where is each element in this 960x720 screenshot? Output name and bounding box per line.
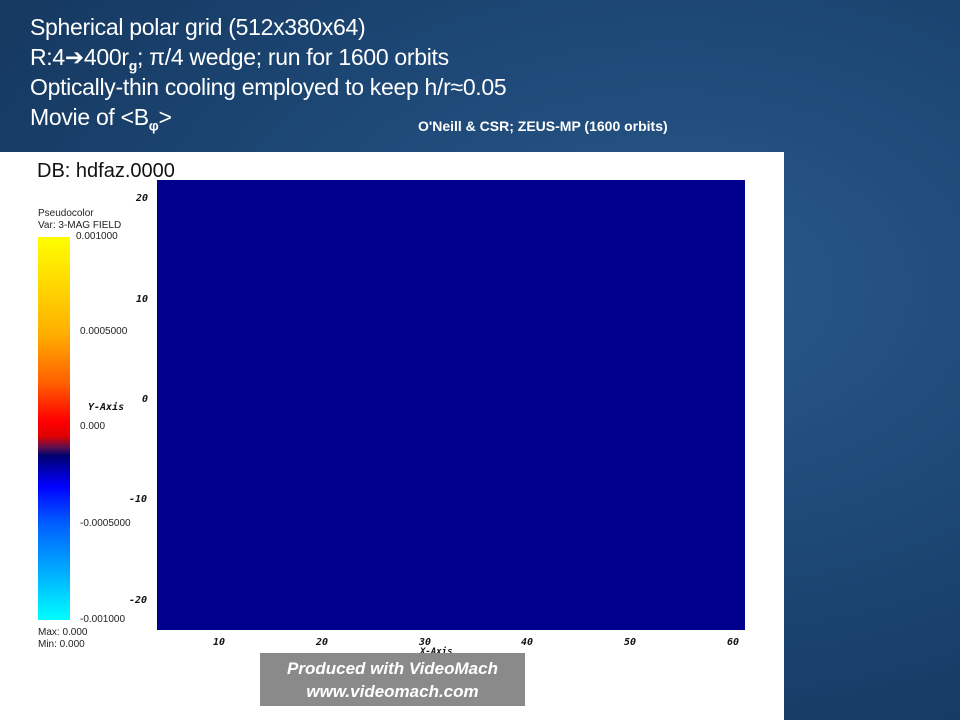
videomach-watermark: Produced with VideoMach www.videomach.com bbox=[260, 653, 525, 706]
wm-line1: Produced with VideoMach bbox=[287, 659, 498, 678]
max-label: Max: 0.000 bbox=[38, 627, 88, 638]
y-tick: 20 bbox=[136, 193, 149, 204]
x-tick: 30 bbox=[419, 637, 432, 648]
t2sub: g bbox=[128, 57, 138, 74]
x-axis-label: X-Axis bbox=[420, 647, 453, 657]
cb-tick: -0.001000 bbox=[80, 614, 126, 625]
legend-title: Pseudocolor bbox=[38, 208, 94, 219]
x-tick: 20 bbox=[316, 637, 329, 648]
y-tick: 10 bbox=[136, 294, 149, 305]
cb-tick: -0.0005000 bbox=[80, 518, 131, 529]
t2a: R:4 bbox=[30, 44, 65, 70]
db-label: DB: hdfaz.0000 bbox=[37, 160, 175, 182]
cb-tick: 0.001000 bbox=[76, 231, 118, 242]
y-tick: -10 bbox=[129, 494, 148, 505]
y-axis-label: Y-Axis bbox=[88, 402, 125, 413]
plot-area bbox=[157, 180, 745, 630]
colorbar bbox=[38, 237, 70, 620]
x-tick: 60 bbox=[727, 637, 740, 648]
title-line-2: R:4➔400rg; π/4 wedge; run for 1600 orbit… bbox=[30, 42, 449, 81]
t2b: 400r bbox=[83, 44, 129, 70]
title-line-1: Spherical polar grid (512x380x64) bbox=[30, 14, 366, 40]
t2c: ; π/4 wedge; run for 1600 orbits bbox=[137, 44, 449, 70]
wm-line2: www.videomach.com bbox=[306, 682, 479, 701]
credit: O'Neill & CSR; ZEUS-MP (1600 orbits) bbox=[418, 118, 668, 134]
x-tick: 50 bbox=[624, 637, 637, 648]
min-label: Min: 0.000 bbox=[38, 639, 85, 650]
legend-var: Var: 3-MAG FIELD bbox=[38, 220, 122, 231]
y-tick: 0 bbox=[142, 394, 149, 405]
title-line-4: Movie of <Bφ> bbox=[30, 102, 172, 141]
t4sub: φ bbox=[148, 117, 159, 134]
y-tick: -20 bbox=[129, 595, 148, 606]
x-tick: 10 bbox=[213, 637, 226, 648]
arrow-icon: ➔ bbox=[64, 44, 84, 70]
t4b: > bbox=[158, 104, 172, 130]
title-line-3: Optically-thin cooling employed to keep … bbox=[30, 74, 507, 100]
x-tick: 40 bbox=[521, 637, 534, 648]
cb-tick: 0.000 bbox=[80, 421, 106, 432]
cb-tick: 0.0005000 bbox=[80, 326, 128, 337]
t4a: Movie of <B bbox=[30, 104, 149, 130]
